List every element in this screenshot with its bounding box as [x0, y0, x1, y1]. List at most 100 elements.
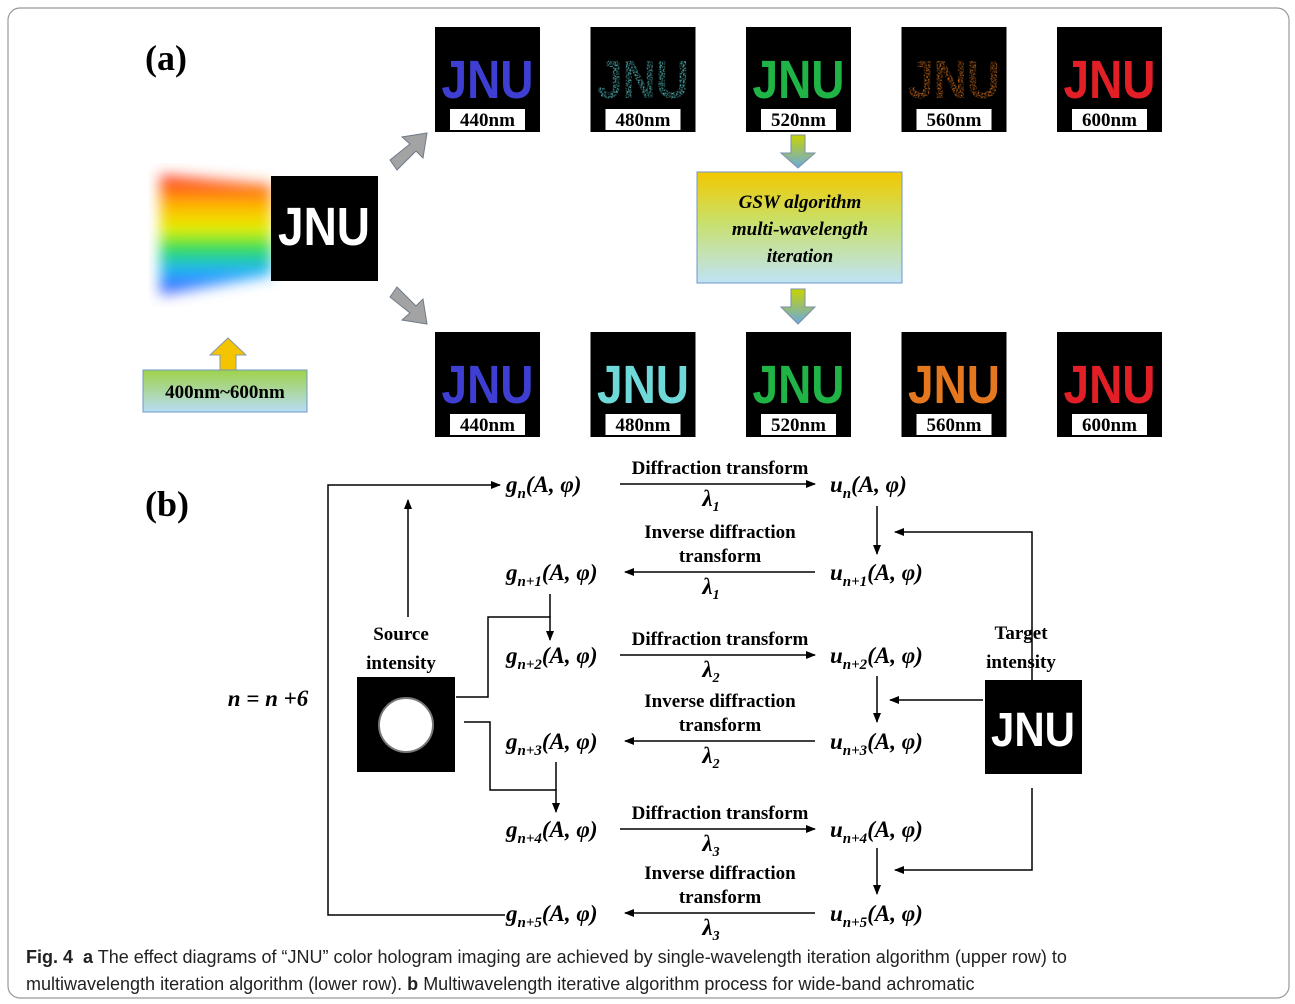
intensity-label: Source — [373, 624, 429, 645]
arguments: (A, φ) — [867, 560, 923, 585]
g-node: gn+4(A, φ) — [505, 817, 598, 847]
symbol: λ — [701, 574, 712, 599]
figure-number: Fig. 4 — [26, 947, 73, 967]
arguments: (A, φ) — [542, 901, 598, 926]
wavelength-symbol: λ3 — [701, 915, 719, 944]
g-node: gn+5(A, φ) — [505, 901, 598, 931]
arguments: (A, φ) — [867, 643, 923, 668]
symbol: λ — [701, 831, 712, 856]
intensity-label: intensity — [366, 653, 436, 674]
subscript: 2 — [712, 671, 720, 686]
transform-label: transform — [679, 887, 761, 908]
symbol: g — [505, 472, 518, 497]
algorithm-text: GSW algorithm — [739, 192, 862, 213]
subscript: n+2 — [843, 657, 868, 673]
arguments: (A, φ) — [867, 729, 923, 754]
tile-text: JNU — [908, 50, 1000, 110]
symbol: u — [830, 817, 843, 842]
symbol: u — [830, 472, 843, 497]
symbol: λ — [701, 743, 712, 768]
tile-text: JNU — [442, 355, 534, 415]
frame — [8, 8, 1289, 998]
transform-label: transform — [679, 715, 761, 736]
symbol: g — [505, 729, 518, 754]
symbol: g — [505, 901, 518, 926]
wavelength-label: 560nm — [927, 415, 982, 436]
subscript: n+2 — [518, 657, 543, 673]
green-arrow — [781, 289, 815, 324]
symbol: g — [505, 817, 518, 842]
symbol: u — [830, 560, 843, 585]
source-aperture — [379, 698, 433, 752]
g-node: gn+2(A, φ) — [505, 643, 598, 673]
caption-tag: a — [83, 947, 93, 967]
transform-label: Diffraction transform — [632, 629, 809, 650]
subscript: 2 — [712, 757, 720, 772]
green-arrow — [781, 135, 815, 168]
wavelength-symbol: λ1 — [701, 574, 719, 603]
g-node: gn+1(A, φ) — [505, 560, 598, 590]
u-node: un(A, φ) — [830, 472, 907, 502]
subscript: 1 — [713, 500, 720, 515]
loop-label: n = n +6 — [228, 686, 309, 711]
wavelength-symbol: λ1 — [701, 486, 719, 515]
wavelength-symbol: λ2 — [701, 743, 719, 772]
arguments: (A, φ) — [542, 643, 598, 668]
transform-label: Inverse diffraction — [644, 691, 796, 712]
wavelength-label: 560nm — [927, 110, 982, 131]
wavelength-label: 600nm — [1082, 110, 1137, 131]
subscript: n — [843, 486, 851, 502]
symbol: g — [505, 643, 518, 668]
algorithm-text: iteration — [767, 246, 834, 267]
transform-label: transform — [679, 546, 761, 567]
subscript: n — [518, 486, 526, 502]
symbol: u — [830, 729, 843, 754]
wavelength-label: 520nm — [771, 415, 826, 436]
arguments: (A, φ) — [542, 560, 598, 585]
intensity-label: intensity — [986, 652, 1056, 673]
wavelength-label: 480nm — [616, 110, 671, 131]
wavelength-label: 520nm — [771, 110, 826, 131]
caption-tag: b — [407, 974, 418, 994]
wavelength-label: 440nm — [460, 110, 515, 131]
yellow-arrow — [210, 338, 246, 370]
gray-arrow — [390, 287, 427, 324]
u-node: un+2(A, φ) — [830, 643, 923, 673]
figure-page: (a)JNU400nm~600nmJNU440nmJNU480nmJNU520n… — [0, 0, 1295, 1004]
figure: (a)JNU400nm~600nmJNU440nmJNU480nmJNU520n… — [0, 0, 1295, 1004]
subscript: n+4 — [843, 831, 868, 847]
panel-label: (a) — [145, 38, 187, 78]
symbol: u — [830, 901, 843, 926]
caption-text: Multiwavelength iterative algorithm proc… — [423, 974, 974, 994]
u-node: un+4(A, φ) — [830, 817, 923, 847]
gray-arrow — [390, 133, 427, 170]
subscript: 1 — [713, 588, 720, 603]
wavelength-label: 480nm — [616, 415, 671, 436]
symbol: u — [830, 643, 843, 668]
tile-text: JNU — [753, 355, 845, 415]
subscript: n+1 — [518, 574, 542, 590]
subscript: n+3 — [518, 743, 543, 759]
tile-text: JNU — [597, 355, 689, 415]
panel-label: (b) — [145, 484, 189, 524]
u-node: un+3(A, φ) — [830, 729, 923, 759]
tile-text: JNU — [278, 197, 370, 257]
symbol: λ — [701, 486, 712, 511]
symbol: λ — [701, 915, 712, 940]
tile-text: JNU — [753, 50, 845, 110]
transform-label: Inverse diffraction — [644, 863, 796, 884]
tile-text: JNU — [442, 50, 534, 110]
transform-label: Diffraction transform — [632, 803, 809, 824]
subscript: 3 — [712, 929, 720, 944]
arguments: (A, φ) — [526, 472, 582, 497]
g-node: gn(A, φ) — [505, 472, 581, 502]
subscript: n+4 — [518, 831, 543, 847]
tile-text: JNU — [908, 355, 1000, 415]
wavelength-symbol: λ2 — [701, 657, 719, 686]
tile-text: JNU — [597, 50, 689, 110]
arguments: (A, φ) — [867, 901, 923, 926]
arguments: (A, φ) — [867, 817, 923, 842]
arguments: (A, φ) — [542, 817, 598, 842]
wavelength-label: 600nm — [1082, 415, 1137, 436]
u-node: un+1(A, φ) — [830, 560, 923, 590]
